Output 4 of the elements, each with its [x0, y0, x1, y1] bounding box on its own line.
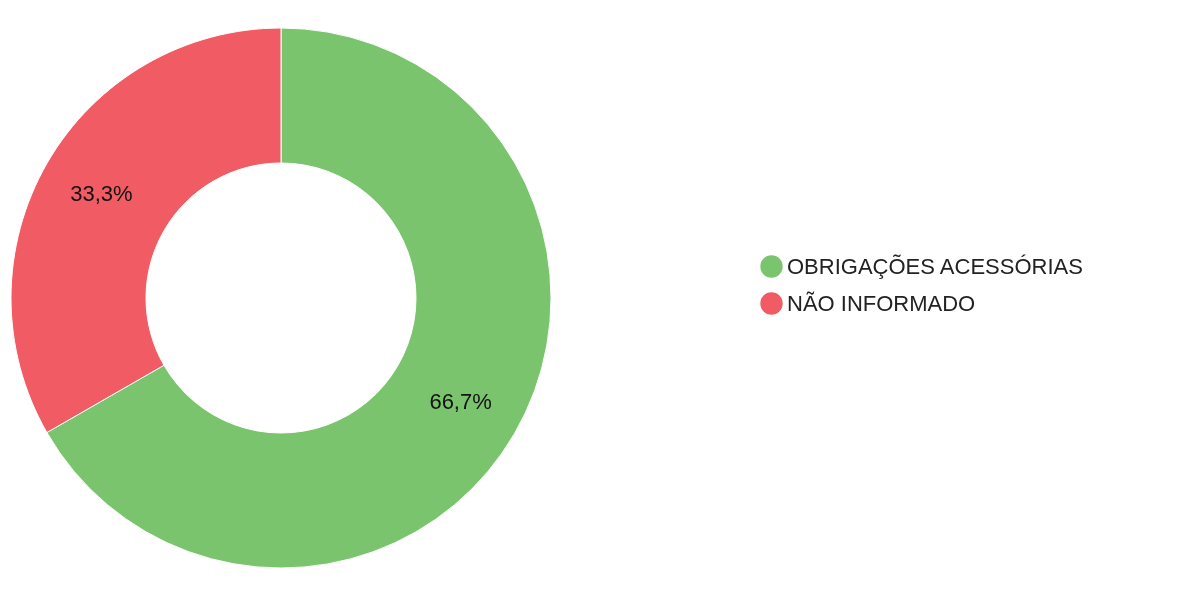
data-label: 33,3% — [70, 181, 133, 207]
legend-label: OBRIGAÇÕES ACESSÓRIAS — [787, 253, 1083, 279]
data-label: 66,7% — [429, 388, 492, 414]
legend-label: NÃO INFORMADO — [787, 290, 976, 316]
